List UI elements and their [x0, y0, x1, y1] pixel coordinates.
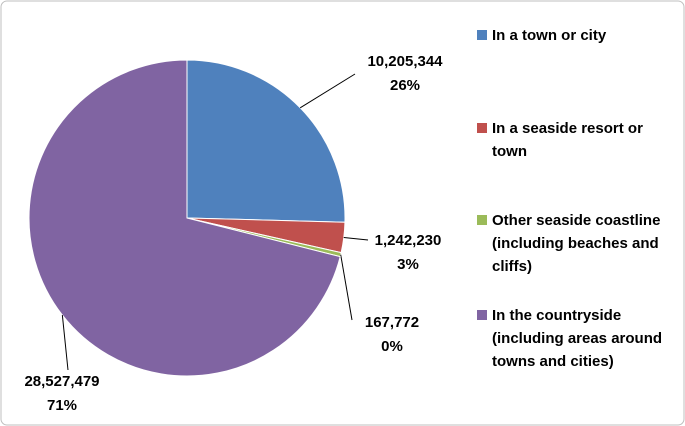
legend-swatch	[477, 30, 487, 40]
leader-line	[343, 237, 369, 241]
leader-line	[61, 315, 69, 371]
percent-label: 3%	[397, 256, 419, 273]
legend-item: In a town or city	[477, 24, 682, 47]
percent-label: 0%	[381, 338, 403, 355]
legend-swatch	[477, 123, 487, 133]
data-label: 10,205,344	[367, 53, 443, 70]
legend-label: In the countryside (including areas arou…	[492, 307, 663, 370]
legend-item: In a seaside resort or town	[477, 117, 682, 163]
legend-label: In a seaside resort or town	[492, 120, 643, 160]
percent-label: 26%	[390, 77, 420, 94]
legend-swatch	[477, 215, 487, 225]
pie-slice	[186, 59, 346, 223]
legend-item: In the countryside (including areas arou…	[477, 304, 682, 373]
percent-label: 71%	[47, 397, 77, 414]
legend-label: In a town or city	[492, 27, 607, 44]
data-label: 28,527,479	[24, 373, 99, 390]
legend-item: Other seaside coastline (including beach…	[477, 209, 682, 278]
leader-line	[299, 73, 356, 109]
legend-label: Other seaside coastline (including beach…	[492, 212, 661, 275]
data-label: 167,772	[365, 314, 419, 331]
data-label: 1,242,230	[375, 232, 442, 249]
leader-line	[340, 254, 353, 321]
legend-swatch	[477, 310, 487, 320]
pie-slice	[28, 59, 341, 377]
